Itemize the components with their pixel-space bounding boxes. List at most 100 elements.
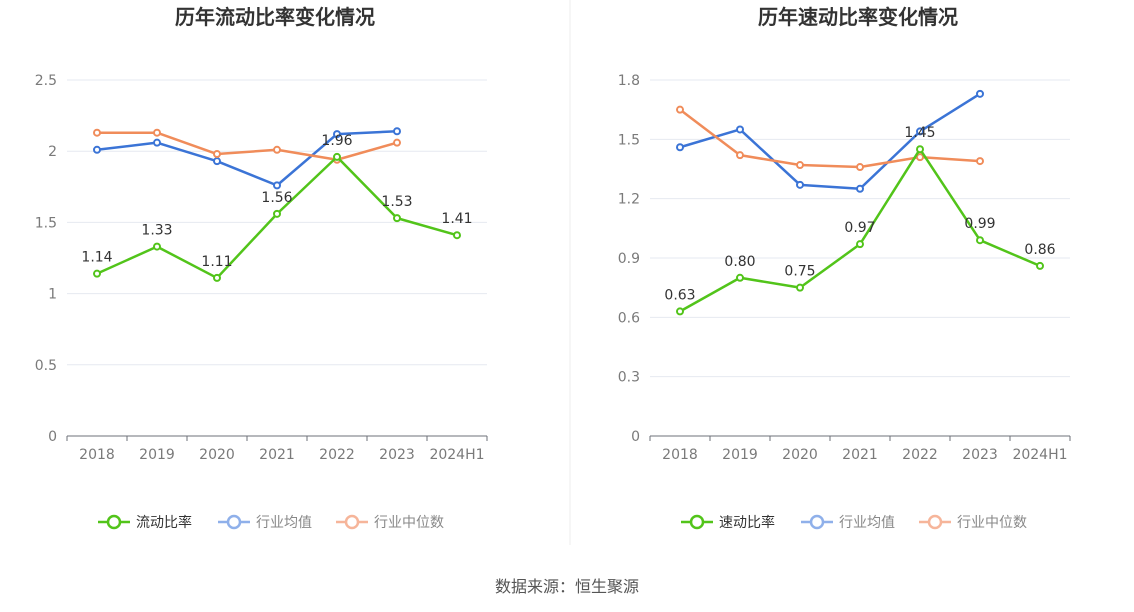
data-point[interactable] bbox=[976, 236, 984, 245]
x-tick-label: 2020 bbox=[782, 447, 818, 463]
legend-marker-icon bbox=[344, 514, 360, 530]
current-ratio-chart: 历年流动比率变化情况 0 0.5 1 1.5 2 2.5 2018 2019 2020 2021 20… bbox=[35, 5, 488, 531]
data-point[interactable] bbox=[856, 240, 864, 249]
y-tick-label: 0 bbox=[631, 429, 640, 445]
legend-label: 行业中位数 bbox=[374, 515, 444, 531]
y-tick-label: 0 bbox=[48, 429, 57, 445]
data-label: 1.96 bbox=[321, 133, 352, 149]
x-tick-label: 2022 bbox=[902, 447, 938, 463]
legend-marker-icon bbox=[809, 514, 825, 530]
data-label: 0.97 bbox=[844, 220, 875, 236]
data-point[interactable] bbox=[736, 151, 744, 160]
data-point[interactable] bbox=[796, 180, 804, 189]
legend-item-0[interactable]: 流动比率 bbox=[98, 514, 192, 531]
x-tick-label: 2018 bbox=[79, 447, 115, 463]
legend-item-2[interactable]: 行业中位数 bbox=[919, 514, 1027, 531]
data-point[interactable] bbox=[453, 231, 461, 240]
y-tick-label: 0.5 bbox=[35, 358, 57, 374]
data-point[interactable] bbox=[976, 89, 984, 98]
data-label: 1.45 bbox=[904, 125, 935, 141]
data-label: 0.99 bbox=[964, 216, 995, 232]
data-point[interactable] bbox=[856, 184, 864, 193]
data-point[interactable] bbox=[333, 152, 341, 161]
data-label: 0.86 bbox=[1024, 242, 1055, 258]
data-point[interactable] bbox=[273, 145, 281, 154]
data-label: 1.33 bbox=[141, 223, 172, 239]
y-tick-label: 0.6 bbox=[618, 310, 640, 326]
data-label: 1.56 bbox=[261, 190, 292, 206]
legend-item-2[interactable]: 行业中位数 bbox=[336, 514, 444, 531]
x-tick-label: 2019 bbox=[139, 447, 175, 463]
legend-label: 行业均值 bbox=[839, 515, 895, 531]
data-point[interactable] bbox=[676, 105, 684, 114]
x-tick-label: 2022 bbox=[319, 447, 355, 463]
data-point[interactable] bbox=[393, 127, 401, 136]
data-source-label: 数据来源：恒生聚源 bbox=[495, 577, 639, 596]
quick-ratio-chart: 历年速动比率变化情况 0 0.3 0.6 0.9 1.2 1.5 1.8 2018 2019 202… bbox=[618, 5, 1071, 531]
data-point[interactable] bbox=[93, 269, 101, 278]
data-point[interactable] bbox=[796, 161, 804, 170]
data-point[interactable] bbox=[916, 153, 924, 162]
legend-marker-icon bbox=[689, 514, 705, 530]
x-tick-label: 2018 bbox=[662, 447, 698, 463]
series-line-1 bbox=[96, 130, 398, 187]
data-point[interactable] bbox=[153, 242, 161, 251]
data-point[interactable] bbox=[736, 125, 744, 134]
data-point[interactable] bbox=[93, 128, 101, 137]
series-line-2 bbox=[97, 131, 398, 161]
data-point[interactable] bbox=[333, 130, 341, 139]
data-point[interactable] bbox=[393, 138, 401, 147]
data-point[interactable] bbox=[393, 214, 401, 223]
data-point[interactable] bbox=[153, 138, 161, 147]
x-tick-label: 2023 bbox=[962, 447, 998, 463]
data-point[interactable] bbox=[916, 145, 924, 154]
data-label: 1.11 bbox=[201, 254, 232, 270]
data-label: 0.63 bbox=[664, 287, 695, 303]
legend-label: 流动比率 bbox=[136, 514, 192, 531]
data-point[interactable] bbox=[213, 157, 221, 166]
data-point[interactable] bbox=[676, 307, 684, 316]
data-label: 1.53 bbox=[381, 194, 412, 210]
legend-item-1[interactable]: 行业均值 bbox=[801, 514, 895, 531]
data-point[interactable] bbox=[273, 181, 281, 190]
legend-item-1[interactable]: 行业均值 bbox=[218, 514, 312, 531]
data-point[interactable] bbox=[213, 273, 221, 282]
x-tick-label: 2023 bbox=[379, 447, 415, 463]
chart-title: 历年流动比率变化情况 bbox=[175, 5, 375, 29]
data-label: 1.41 bbox=[441, 211, 472, 227]
y-tick-label: 0.9 bbox=[618, 251, 640, 267]
x-tick-label: 2019 bbox=[722, 447, 758, 463]
data-point[interactable] bbox=[93, 145, 101, 154]
data-label: 1.14 bbox=[81, 250, 112, 266]
x-tick-label: 2021 bbox=[842, 447, 878, 463]
x-tick-label: 2021 bbox=[259, 447, 295, 463]
data-point[interactable] bbox=[736, 273, 744, 282]
data-point[interactable] bbox=[856, 163, 864, 172]
series-line-1 bbox=[679, 92, 981, 191]
data-point[interactable] bbox=[213, 150, 221, 159]
y-tick-label: 1.8 bbox=[618, 73, 640, 89]
y-tick-label: 2.5 bbox=[35, 73, 57, 89]
data-point[interactable] bbox=[676, 143, 684, 152]
legend-marker-icon bbox=[106, 514, 122, 530]
y-tick-label: 1.5 bbox=[618, 132, 640, 148]
legend-marker-icon bbox=[226, 514, 242, 530]
data-point[interactable] bbox=[976, 157, 984, 166]
data-point[interactable] bbox=[153, 128, 161, 137]
data-point[interactable] bbox=[916, 127, 924, 136]
chart-title: 历年速动比率变化情况 bbox=[758, 5, 958, 29]
y-tick-label: 1.5 bbox=[35, 215, 57, 231]
legend-label: 行业均值 bbox=[256, 515, 312, 531]
legend-label: 行业中位数 bbox=[957, 515, 1027, 531]
data-point[interactable] bbox=[796, 283, 804, 292]
y-tick-label: 2 bbox=[48, 144, 57, 160]
legend-item-0[interactable]: 速动比率 bbox=[681, 514, 775, 531]
y-tick-label: 1 bbox=[48, 287, 57, 303]
series-line-2 bbox=[679, 108, 981, 169]
data-point[interactable] bbox=[1036, 261, 1044, 270]
legend-label: 速动比率 bbox=[719, 514, 775, 531]
data-label: 0.80 bbox=[724, 254, 755, 270]
x-tick-label: 2020 bbox=[199, 447, 235, 463]
data-point[interactable] bbox=[273, 209, 281, 218]
